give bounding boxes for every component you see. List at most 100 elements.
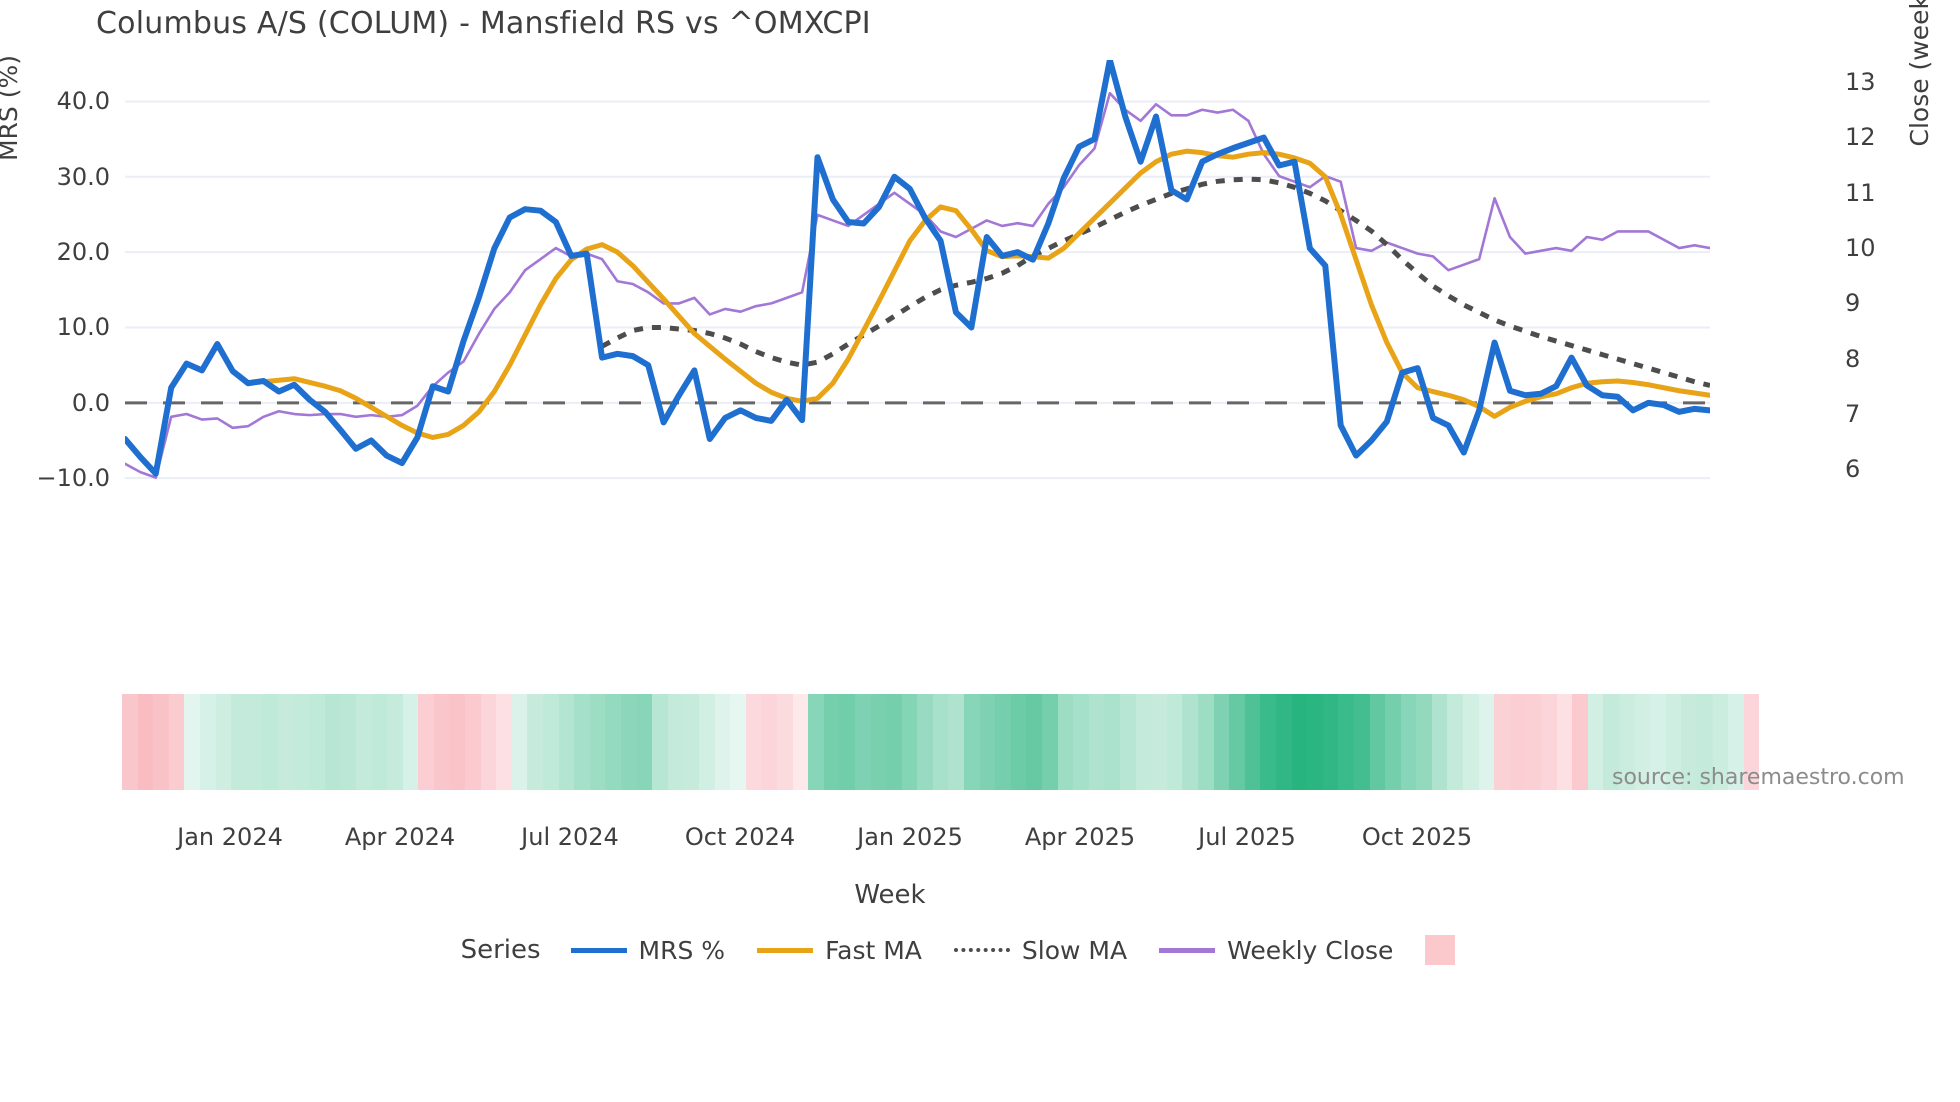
- legend-swatch-icon: [570, 947, 627, 953]
- heatmap-cell: [808, 694, 824, 790]
- heatmap-cell: [433, 694, 450, 790]
- legend-swatch-icon: [1159, 947, 1216, 953]
- heatmap-cell: [1525, 694, 1542, 790]
- heatmap-cell: [527, 694, 544, 790]
- plot-area: [125, 60, 1710, 497]
- x-tick: Jan 2024: [177, 823, 283, 851]
- series-line-slow-ma: [600, 176, 1710, 388]
- heatmap-cell: [449, 694, 466, 790]
- legend-item-swatch[interactable]: [1425, 935, 1467, 965]
- legend-swatch-icon: [757, 947, 814, 953]
- heatmap-cell: [1088, 694, 1105, 790]
- heatmap-cell: [168, 694, 185, 790]
- x-tick: Oct 2024: [684, 823, 796, 851]
- heatmap-cell: [246, 694, 263, 790]
- x-tick: Apr 2024: [344, 823, 456, 851]
- heatmap-cell: [1650, 694, 1666, 790]
- heatmap-cell: [714, 694, 731, 790]
- legend-swatch-icon: [1425, 935, 1456, 965]
- y-axis-left-ticks: 40.0 30.0 20.0 10.0 0.0 −10.0: [0, 0, 110, 1102]
- heatmap-cell: [496, 694, 512, 790]
- legend-label: Weekly Close: [1227, 935, 1394, 965]
- legend-item-weekly-close[interactable]: Weekly Close: [1159, 936, 1393, 965]
- x-tick: Jul 2025: [1198, 823, 1296, 851]
- heatmap-cell: [122, 694, 138, 790]
- heatmap-cell: [1260, 694, 1276, 790]
- relative-strength-heatmap: [122, 694, 1759, 790]
- heatmap-cell: [1307, 694, 1323, 790]
- y-tick-right: 8: [1845, 344, 1861, 373]
- heatmap-cell: [511, 694, 528, 790]
- heatmap-cell: [1696, 694, 1713, 790]
- heatmap-cell: [574, 694, 590, 790]
- heatmap-cell: [1057, 694, 1074, 790]
- heatmap-cell: [1229, 694, 1245, 790]
- heatmap-cell: [917, 694, 933, 790]
- heatmap-cell: [1712, 694, 1729, 790]
- heatmap-cell: [1603, 694, 1619, 790]
- x-tick: Jul 2024: [521, 823, 619, 851]
- heatmap-cell: [1120, 694, 1136, 790]
- y-tick-left: −10.0: [36, 464, 110, 493]
- heatmap-cell: [293, 694, 310, 790]
- legend-label: MRS %: [638, 935, 726, 965]
- heatmap-cell: [480, 694, 497, 790]
- heatmap-cell: [901, 694, 918, 790]
- heatmap-cell: [1431, 694, 1448, 790]
- y-tick-right: 11: [1845, 178, 1876, 207]
- heatmap-cell: [823, 694, 840, 790]
- y-tick-left: 20.0: [56, 238, 110, 267]
- heatmap-cell: [1494, 694, 1510, 790]
- heatmap-cell: [730, 694, 746, 790]
- legend-item-mrs[interactable]: MRS %: [570, 935, 726, 965]
- heatmap-cell: [1104, 694, 1120, 790]
- legend-item-slow-ma[interactable]: Slow MA: [953, 935, 1128, 965]
- heatmap-cell: [995, 694, 1011, 790]
- heatmap-cell: [839, 694, 855, 790]
- heatmap-cell: [558, 694, 575, 790]
- heatmap-cell: [745, 694, 762, 790]
- heatmap-cell: [1463, 694, 1479, 790]
- heatmap-cell: [1665, 694, 1682, 790]
- heatmap-cell: [886, 694, 902, 790]
- heatmap-cell: [215, 694, 232, 790]
- heatmap-cell: [324, 694, 341, 790]
- legend-label: Fast MA: [825, 935, 922, 965]
- x-tick: Jan 2025: [857, 823, 963, 851]
- heatmap-cell: [1478, 694, 1495, 790]
- heatmap-cell: [776, 694, 793, 790]
- legend-label: Slow MA: [1021, 935, 1128, 965]
- heatmap-cell: [1197, 694, 1214, 790]
- heatmap-cell: [792, 694, 809, 790]
- heatmap-cell: [371, 694, 388, 790]
- heatmap-cell: [1369, 694, 1386, 790]
- heatmap-cell: [1743, 694, 1759, 790]
- series-line-mrs: [125, 60, 1710, 477]
- heatmap-cell: [402, 694, 419, 790]
- heatmap-cell: [137, 694, 154, 790]
- legend-title: Series: [460, 935, 541, 965]
- heatmap-cell: [870, 694, 887, 790]
- heatmap-cell: [231, 694, 247, 790]
- legend-item-fast-ma[interactable]: Fast MA: [757, 936, 922, 965]
- heatmap-cell: [262, 694, 278, 790]
- heatmap-cell: [1572, 694, 1588, 790]
- chart-legend: Series MRS % Fast MA Slow MA Weekly Close: [0, 925, 1960, 975]
- x-axis-title: Week: [0, 880, 1960, 910]
- y-tick-right: 9: [1845, 289, 1861, 318]
- heatmap-cell: [1073, 694, 1089, 790]
- heatmap-cell: [589, 694, 606, 790]
- heatmap-cell: [1541, 694, 1557, 790]
- heatmap-cell: [1509, 694, 1526, 790]
- y-tick-right: 12: [1845, 123, 1876, 152]
- heatmap-cell: [698, 694, 715, 790]
- heatmap-cell: [979, 694, 996, 790]
- heatmap-cell: [1587, 694, 1604, 790]
- heatmap-cell: [387, 694, 403, 790]
- heatmap-cell: [465, 694, 481, 790]
- heatmap-cell: [1213, 694, 1230, 790]
- y-tick-left: 10.0: [56, 313, 110, 342]
- heatmap-cell: [621, 694, 637, 790]
- heatmap-cell: [1353, 694, 1370, 790]
